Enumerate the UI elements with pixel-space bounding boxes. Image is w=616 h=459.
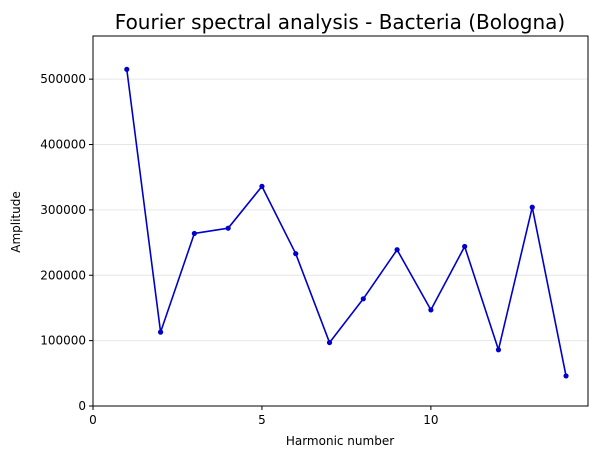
y-tick-label: 500000 <box>40 72 86 86</box>
y-tick-label: 400000 <box>40 138 86 152</box>
series-line <box>125 69 567 377</box>
x-tick-label: 0 <box>89 413 97 427</box>
y-tick-label: 300000 <box>40 203 86 217</box>
plot-frame <box>92 35 589 407</box>
plot-area <box>124 66 569 379</box>
x-tick-label: 10 <box>423 413 438 427</box>
data-point <box>124 66 130 72</box>
data-point <box>428 307 434 313</box>
data-point <box>529 204 535 210</box>
data-point <box>259 183 265 189</box>
data-point <box>495 347 502 353</box>
data-point <box>394 247 400 253</box>
y-tick-label: 100000 <box>40 334 86 348</box>
data-point <box>225 225 231 231</box>
y-tick-label: 0 <box>78 399 86 413</box>
data-point <box>563 373 569 379</box>
data-point <box>191 230 197 237</box>
y-tick-label: 200000 <box>40 268 86 282</box>
grid-lines <box>93 78 588 342</box>
x-tick-label: 5 <box>258 413 266 427</box>
data-point <box>293 251 299 257</box>
data-point <box>157 329 164 335</box>
data-point <box>360 296 366 302</box>
x-axis-label: Harmonic number <box>286 434 394 448</box>
data-point <box>326 339 333 346</box>
axes: 0 100000 200000 300000 400000 500000 0 5 10 <box>40 35 589 427</box>
y-axis-label: Amplitude <box>9 191 23 253</box>
chart-title: Fourier spectral analysis - Bacteria (Bo… <box>115 10 565 34</box>
data-point <box>462 243 468 250</box>
